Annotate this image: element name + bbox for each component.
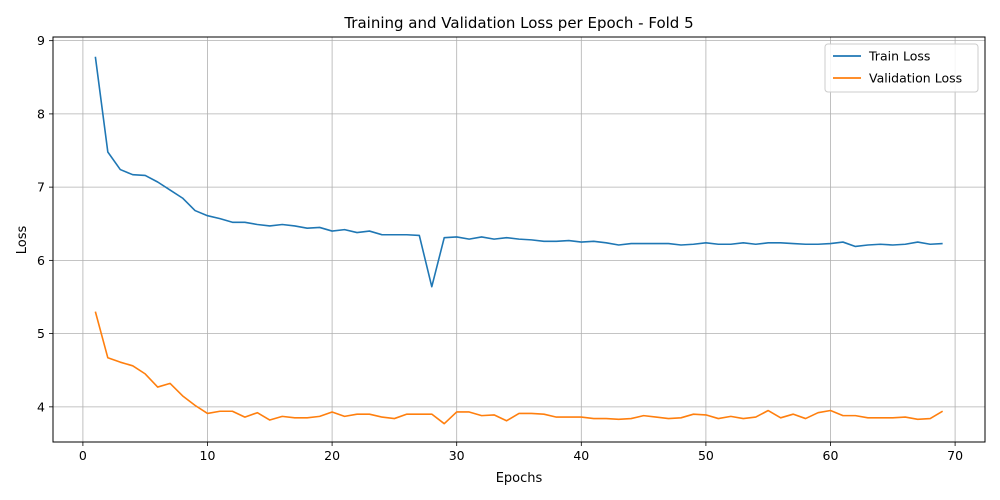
series-line-train-loss [94,56,943,288]
series-lines [94,56,944,425]
y-axis-label: Loss [15,226,30,255]
y-tick-label: 6 [37,253,45,268]
legend-label-train-loss: Train Loss [868,49,930,64]
legend-box [824,43,979,93]
x-tick-label: 50 [698,448,714,463]
y-tick-label: 9 [37,33,45,48]
plot-frame [52,36,986,443]
y-tick-label: 7 [37,180,45,195]
x-tick-label: 70 [947,448,963,463]
x-tick-label: 60 [823,448,839,463]
x-tick-label: 40 [573,448,589,463]
axis-ticks: 0 10 20 30 40 50 60 70 4 5 6 7 8 9 [37,33,963,463]
x-tick-label: 0 [79,448,87,463]
y-tick-label: 8 [37,106,45,121]
y-tick-label: 5 [37,326,45,341]
chart-title: Training and Validation Loss per Epoch -… [343,14,693,32]
grid [53,37,985,442]
x-tick-label: 10 [200,448,216,463]
legend: Train Loss Validation Loss [824,43,979,93]
x-tick-label: 30 [449,448,465,463]
x-tick-label: 20 [324,448,340,463]
legend-label-validation-loss: Validation Loss [869,71,962,86]
y-tick-label: 4 [37,399,45,414]
series-line-validation-loss [94,311,944,425]
x-axis-label: Epochs [496,471,543,486]
